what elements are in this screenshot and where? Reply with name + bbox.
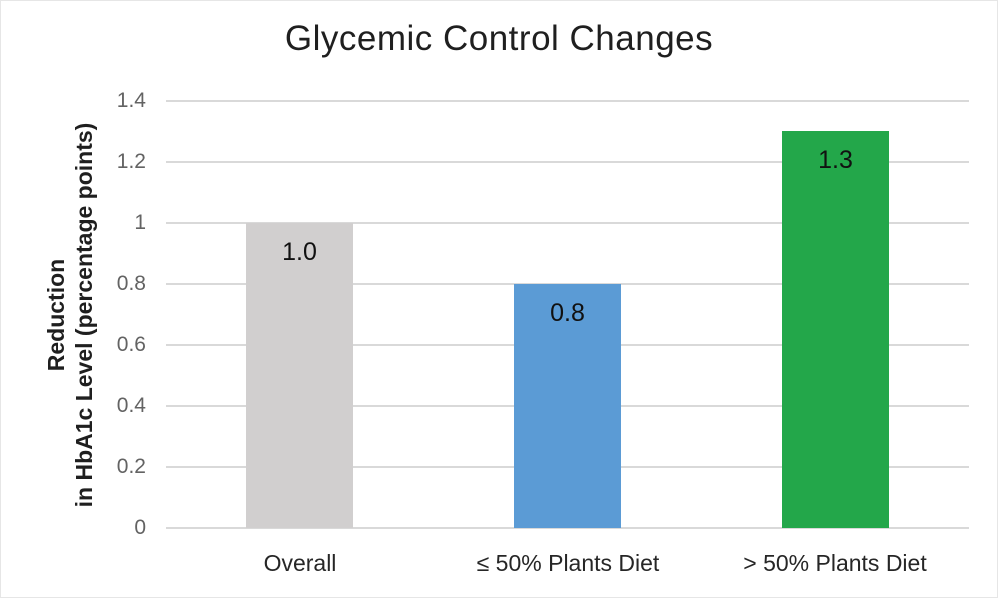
y-tick-label: 1.4 (116, 89, 146, 112)
y-tick-label: 0.6 (116, 333, 146, 356)
bar: 1.0 (246, 223, 353, 528)
bar: 1.3 (782, 131, 889, 528)
y-axis-title-line1: Reduction (43, 258, 69, 372)
bar-value-label: 0.8 (550, 299, 585, 327)
gridline (166, 222, 969, 224)
y-tick-label: 0.8 (116, 272, 146, 295)
y-tick-label: 1 (134, 211, 146, 234)
y-tick-label: 0.2 (116, 455, 146, 478)
gridline (166, 161, 969, 163)
x-category-label: ≤ 50% Plants Diet (476, 550, 660, 576)
x-category-label: > 50% Plants Diet (743, 550, 927, 576)
y-axis-title: Reduction in HbA1c Level (percentage poi… (42, 65, 100, 565)
gridline (166, 527, 969, 529)
x-category-label: Overall (263, 550, 337, 576)
y-tick-label: 0 (134, 516, 146, 539)
plot-area: 1.0 0.8 1.3 (166, 100, 969, 529)
bar-value-label: 1.3 (818, 146, 853, 174)
y-tick-label: 1.2 (116, 150, 146, 173)
bar-value-label: 1.0 (282, 238, 317, 266)
bar: 0.8 (514, 284, 621, 528)
y-tick-label: 0.4 (116, 394, 146, 417)
chart-title: Glycemic Control Changes (284, 19, 714, 58)
y-axis-title-line2: in HbA1c Level (percentage points) (71, 122, 97, 508)
gridline (166, 100, 969, 102)
